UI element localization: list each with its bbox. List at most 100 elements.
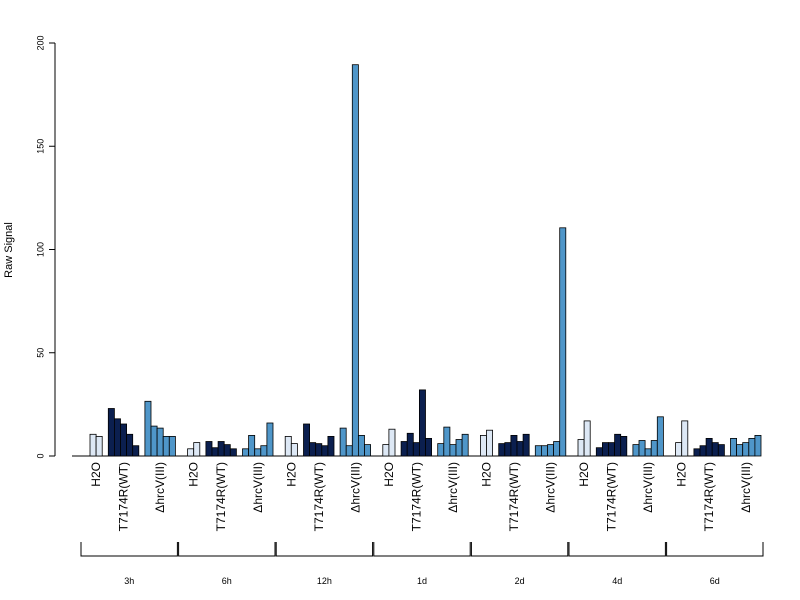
bar (650, 440, 658, 457)
timepoint-bracket (470, 542, 569, 557)
bar (614, 433, 622, 457)
timepoint-label: 6d (710, 576, 720, 586)
bar (711, 442, 719, 457)
timepoint-label: 6h (222, 576, 232, 586)
bar (150, 425, 158, 457)
group-label: T7174R(WT) (312, 462, 326, 531)
bar (437, 443, 445, 457)
bar (327, 435, 335, 457)
timepoint-bracket (80, 542, 178, 557)
timepoint-bracket (373, 542, 471, 557)
group-label: H2O (187, 462, 201, 487)
bar (541, 445, 548, 457)
y-tick-label: 150 (35, 139, 45, 154)
bar (193, 442, 201, 457)
bar (736, 444, 744, 457)
bar (223, 444, 231, 457)
bar (345, 445, 353, 457)
bar (602, 442, 609, 457)
bar (608, 442, 615, 457)
group-label: ΔhrcV(III) (446, 462, 460, 513)
bar (339, 427, 347, 457)
bar (95, 435, 103, 457)
bar (418, 389, 426, 457)
group-label: T7174R(WT) (507, 462, 521, 531)
bar (656, 416, 664, 457)
bar (168, 435, 176, 457)
timepoint-label: 12h (317, 576, 332, 586)
bar (510, 434, 518, 457)
bar (553, 441, 561, 457)
bar (321, 445, 329, 457)
bar (217, 441, 225, 457)
bar (559, 227, 567, 457)
bar (114, 418, 121, 457)
bar (309, 442, 317, 457)
timepoint-label: 1d (417, 576, 427, 586)
group-label: ΔhrcV(III) (739, 462, 753, 513)
timepoint-label: 3h (124, 576, 134, 586)
bar (486, 429, 493, 457)
timepoint-bracket (275, 542, 374, 557)
bar (522, 433, 530, 457)
group-label: H2O (89, 462, 103, 487)
bar (406, 432, 414, 457)
group-label: T7174R(WT) (117, 462, 131, 531)
group-label: T7174R(WT) (409, 462, 423, 531)
bar (229, 448, 237, 457)
bar (126, 433, 134, 457)
bar (260, 445, 268, 457)
group-label: H2O (577, 462, 591, 487)
group-label: H2O (675, 462, 689, 487)
bar (144, 400, 152, 457)
bar (89, 433, 97, 457)
timepoint-label: 2d (515, 576, 525, 586)
y-tick-label: 200 (35, 35, 45, 50)
bar (412, 442, 420, 457)
group-label: ΔhrcV(III) (153, 462, 167, 513)
bar (461, 433, 469, 457)
bar (266, 422, 274, 457)
bar (754, 434, 762, 457)
bar (675, 442, 683, 457)
bar (351, 64, 359, 457)
bar (699, 445, 707, 457)
bar (254, 448, 262, 457)
timepoint-bracket (666, 542, 764, 557)
bar (730, 437, 737, 457)
bar (748, 437, 756, 457)
bar (162, 435, 170, 457)
bar (632, 444, 640, 457)
bar (388, 428, 396, 457)
timepoint-bracket (178, 542, 276, 557)
bar (156, 427, 164, 457)
bar (516, 441, 524, 457)
bar (242, 448, 249, 457)
bar (455, 439, 463, 457)
y-axis-title: Raw Signal (3, 222, 15, 278)
bar (449, 444, 457, 457)
bar (534, 445, 542, 457)
bar (705, 437, 713, 457)
bar (248, 434, 256, 457)
timepoint-label: 4d (612, 576, 622, 586)
group-label: T7174R(WT) (214, 462, 228, 531)
group-label: ΔhrcV(III) (348, 462, 362, 513)
bar (638, 440, 646, 457)
bar (284, 435, 292, 457)
bar (132, 445, 140, 457)
bar (187, 448, 195, 457)
bar (211, 447, 219, 457)
bar (382, 444, 390, 457)
bar (364, 444, 371, 457)
bar (107, 408, 115, 457)
bar (547, 444, 554, 457)
y-tick-label: 100 (35, 242, 45, 257)
bar (479, 434, 487, 457)
group-label: H2O (480, 462, 494, 487)
bar (620, 435, 628, 457)
bar (742, 442, 750, 457)
group-label: ΔhrcV(III) (641, 462, 655, 513)
y-tick-label: 50 (35, 348, 45, 358)
